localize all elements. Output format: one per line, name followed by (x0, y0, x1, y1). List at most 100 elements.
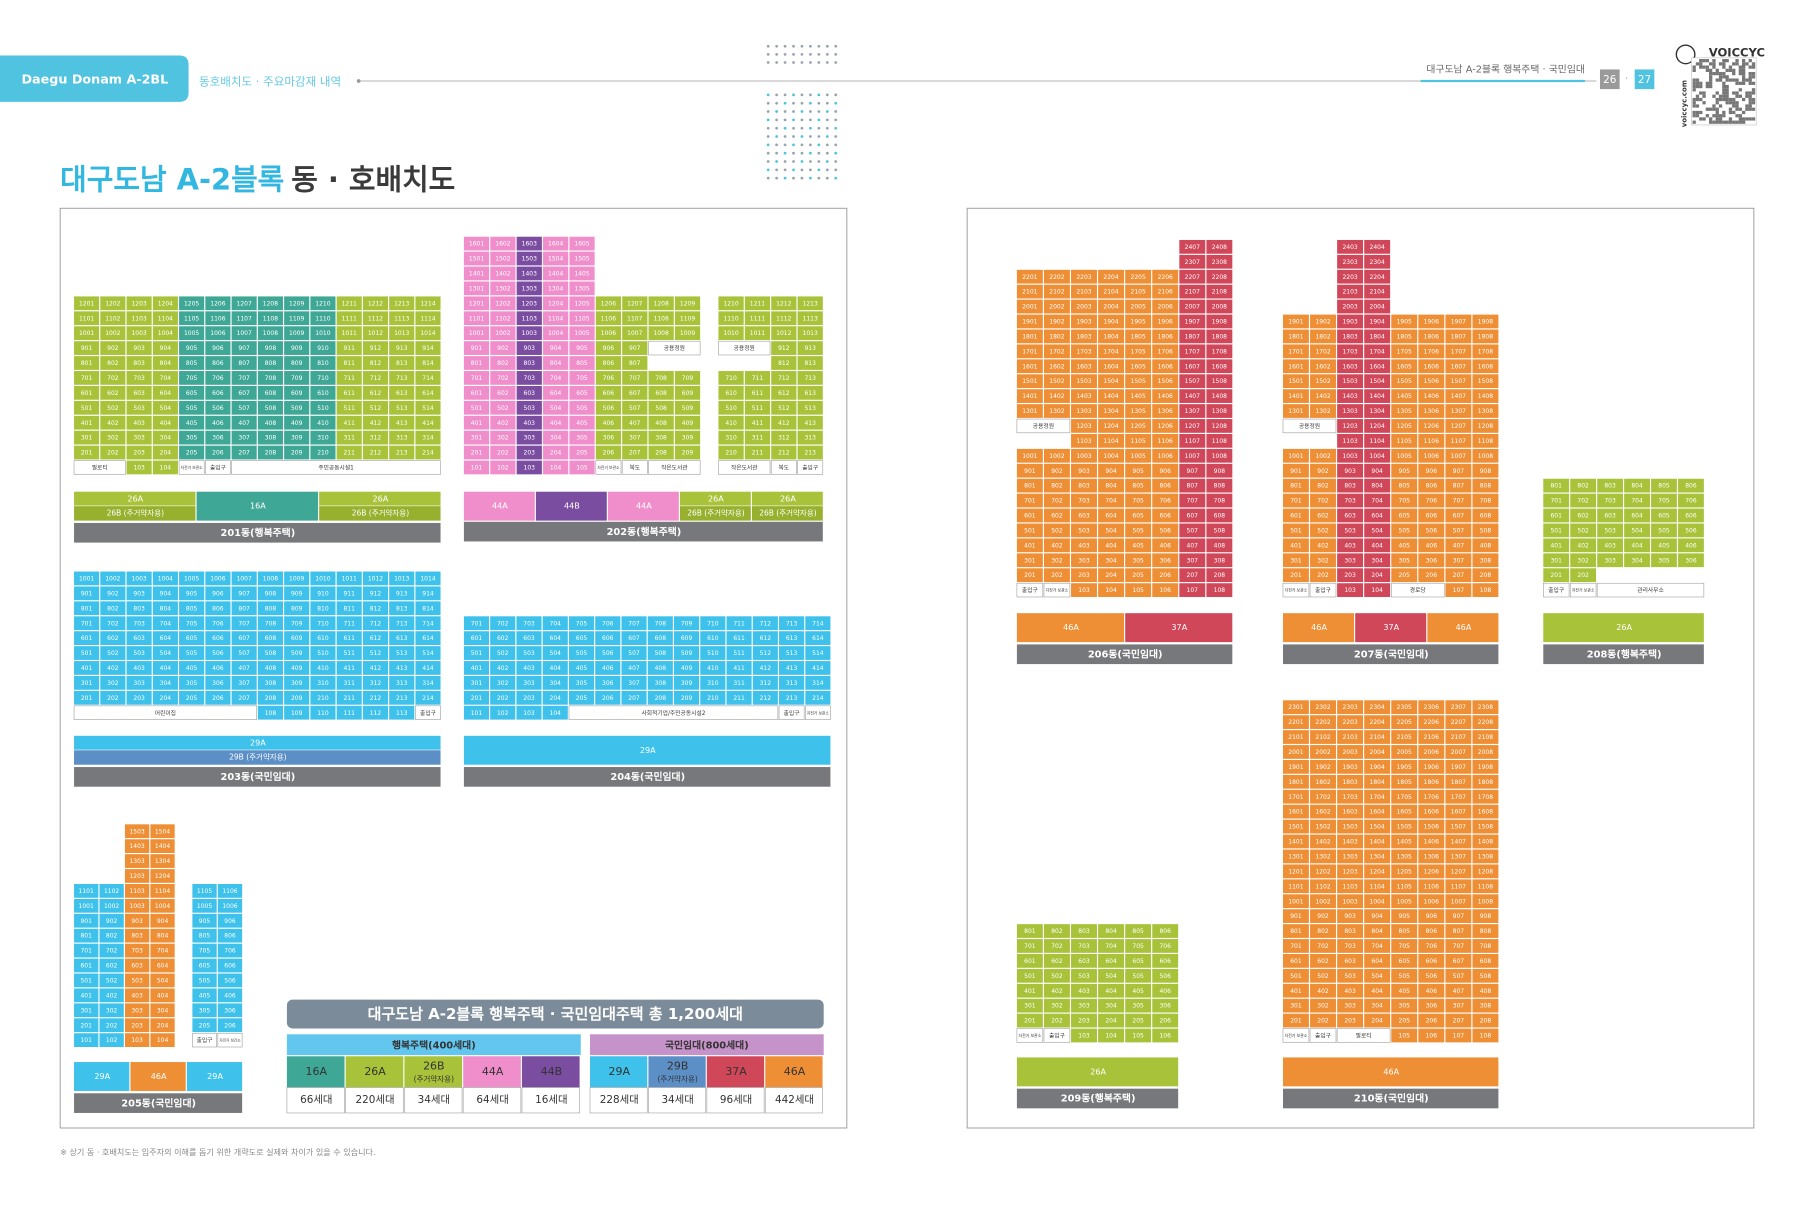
unit-number: 206 (224, 1022, 236, 1029)
unit-number: 305 (1399, 557, 1411, 564)
unit-number: 1808 (1478, 779, 1493, 786)
unit-number: 507 (1453, 973, 1465, 980)
unit-number: 206 (212, 695, 224, 702)
deco-dot (792, 118, 795, 122)
facility-label: 출입구 (802, 464, 818, 472)
unit-number: 1212 (368, 300, 383, 307)
qr-module (1722, 91, 1726, 95)
unit-cell (595, 296, 622, 311)
unit-number: 406 (1159, 988, 1171, 995)
qr-module (1748, 101, 1752, 105)
header-section: 동호배치도 · 주요마감재 내역 (199, 75, 341, 89)
unit-number: 312 (760, 680, 772, 687)
type-sub-label: 26B (주거약자용) (759, 507, 816, 517)
unit-number: 409 (291, 665, 303, 672)
unit-number: 1112 (368, 315, 383, 322)
qr-module (1699, 84, 1703, 89)
unit-number: 2207 (1451, 719, 1466, 726)
unit-number: 1104 (1370, 438, 1385, 445)
unit-number: 1903 (1342, 764, 1357, 771)
unit-number: 907 (238, 345, 250, 352)
unit-number: 105 (576, 465, 588, 472)
unit-number: 1804 (1370, 779, 1385, 786)
unit-cell (284, 356, 310, 370)
building-name: 205동(국민임대) (121, 1096, 196, 1109)
unit-number: 1502 (1049, 378, 1064, 385)
deco-dot (825, 151, 829, 155)
facility-label: 작은도서관 (731, 464, 758, 472)
type-cell (74, 491, 196, 506)
qr-module (1699, 110, 1703, 115)
unit-number: 914 (422, 345, 434, 352)
unit-cell (648, 385, 674, 400)
unit-cell (516, 341, 542, 355)
unit-cell (569, 385, 595, 400)
unit-number: 1101 (79, 888, 94, 895)
unit-number: 303 (1344, 557, 1356, 564)
unit-number: 1502 (1315, 824, 1330, 831)
unit-number: 105 (1132, 587, 1144, 594)
unit-cell (257, 385, 283, 400)
unit-number: 301 (1024, 557, 1036, 564)
unit-number: 812 (370, 360, 382, 367)
unit-number: 310 (317, 680, 329, 687)
type-label: 26A (1090, 1066, 1106, 1076)
unit-number: 301 (1024, 1003, 1036, 1010)
unit-number: 801 (471, 360, 483, 367)
unit-number: 2204 (1370, 274, 1385, 281)
qr-module (1712, 94, 1716, 98)
unit-number: 204 (1105, 572, 1117, 579)
unit-number: 1206 (601, 300, 616, 307)
facility-label: 자전거 보관소 (1019, 1033, 1042, 1038)
unit-cell (648, 371, 674, 385)
type-label: 29A (250, 738, 266, 748)
unit-number: 1103 (129, 888, 144, 895)
unit-number: 2203 (1342, 274, 1357, 281)
unit-cell (100, 296, 126, 311)
unit-number: 305 (576, 435, 588, 442)
unit-number: 603 (1344, 513, 1356, 520)
qr-module (1722, 65, 1726, 69)
qr-module (1725, 120, 1729, 124)
unit-number: 501 (80, 978, 92, 985)
unit-number: 1905 (1397, 319, 1412, 326)
unit-number: 605 (1399, 958, 1411, 965)
unit-number: 2203 (1076, 274, 1091, 281)
unit-number: 308 (1480, 1003, 1492, 1010)
unit-number: 804 (1631, 483, 1643, 490)
unit-number: 704 (1371, 943, 1383, 950)
unit-number: 1002 (105, 330, 120, 337)
unit-number: 302 (1317, 557, 1329, 564)
unit-number: 504 (157, 978, 169, 985)
deco-dot (775, 143, 779, 147)
unit-number: 113 (396, 710, 408, 717)
qr-module (1715, 117, 1719, 121)
unit-number: 207 (629, 450, 641, 457)
qr-module (1748, 59, 1752, 63)
unit-number: 909 (291, 345, 303, 352)
qr-module (1715, 97, 1719, 102)
unit-number: 814 (422, 605, 434, 612)
unit-number: 1503 (1076, 378, 1091, 385)
deco-dot (792, 151, 795, 155)
qr-module (1741, 81, 1746, 85)
unit-number: 1105 (1131, 438, 1146, 445)
unit-cell (310, 341, 336, 355)
deco-dot (800, 151, 804, 155)
unit-number: 602 (1577, 513, 1589, 520)
facility-label: 공용정원 (734, 344, 755, 352)
unit-number: 1103 (1342, 883, 1357, 890)
unit-number: 313 (786, 680, 798, 687)
unit-number: 302 (107, 680, 119, 687)
header-tab (0, 55, 189, 102)
unit-number: 1501 (1288, 824, 1303, 831)
unit-number: 502 (1051, 527, 1063, 534)
building-name: 202동(행복주택) (607, 525, 682, 538)
type-label: 46A (1456, 622, 1472, 632)
unit-cell (284, 371, 310, 385)
unit-number: 605 (186, 635, 198, 642)
deco-dot (800, 93, 804, 97)
unit-cell (490, 311, 516, 326)
qr-module (1741, 117, 1746, 121)
qr-module (1735, 62, 1739, 66)
